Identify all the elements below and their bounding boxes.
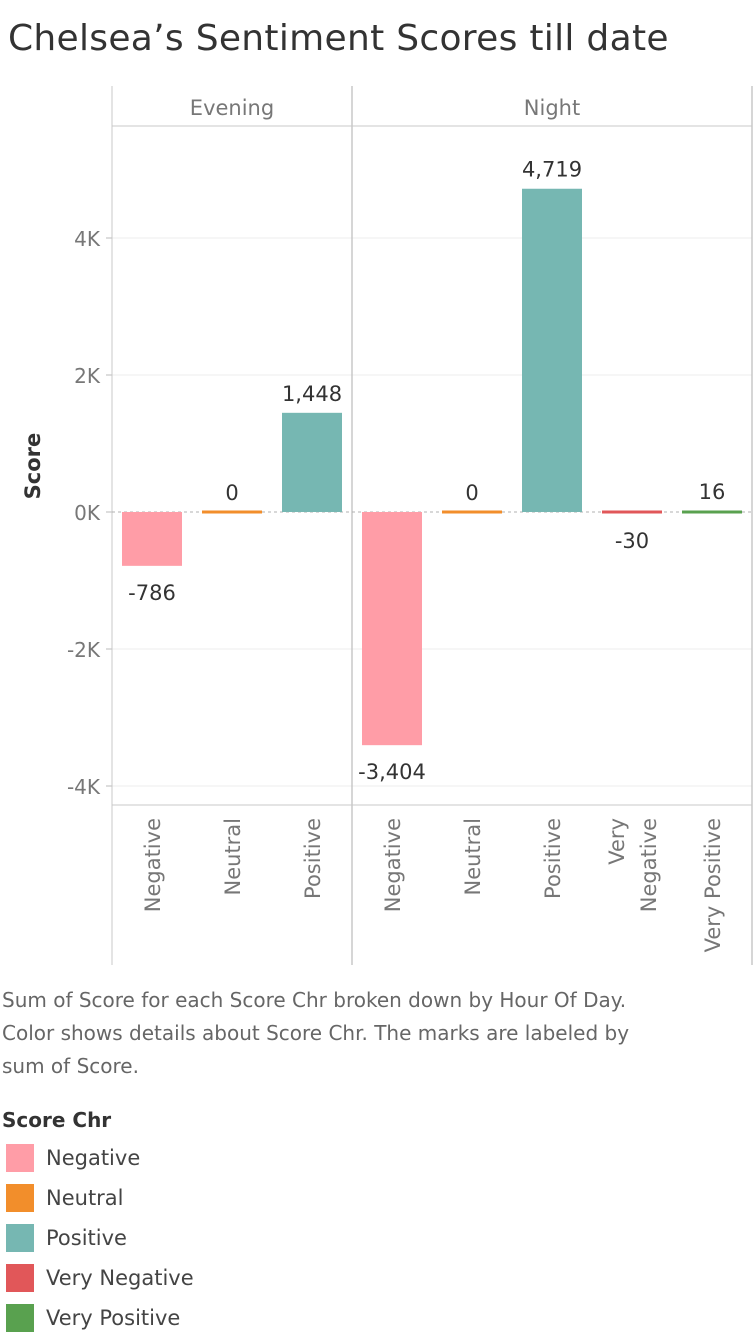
x-tick-label: Neutral (461, 818, 485, 896)
legend-label: Very Negative (46, 1266, 194, 1290)
legend-label: Negative (46, 1146, 141, 1170)
legend: Score Chr Negative Neutral Positive Very… (2, 1108, 194, 1338)
data-label: -3,404 (358, 760, 426, 784)
legend-label: Neutral (46, 1186, 124, 1210)
caption-line-2: Color shows details about Score Chr. The… (2, 1021, 630, 1045)
chart: -4K -2K 0K 2K 4K Score Evening -786 Negative 0 Neu… (21, 86, 753, 965)
legend-swatch-very-negative (6, 1264, 34, 1292)
legend-label: Very Positive (46, 1306, 181, 1330)
y-tick-label: 2K (74, 364, 101, 388)
panel-header-night: Night (524, 96, 580, 120)
x-tick-label: Neutral (221, 818, 245, 896)
legend-title: Score Chr (2, 1108, 112, 1132)
bar-night-very-positive (682, 510, 742, 514)
legend-item-very-negative[interactable]: Very Negative (2, 1258, 194, 1298)
data-label: 0 (465, 481, 478, 505)
chart-title: Chelsea’s Sentiment Scores till date (8, 18, 669, 59)
x-tick-label: Negative (637, 818, 661, 912)
data-label: 1,448 (282, 382, 342, 406)
legend-swatch-positive (6, 1224, 34, 1252)
y-tick-label: -4K (67, 775, 101, 799)
data-label: 16 (699, 480, 726, 504)
legend-item-very-positive[interactable]: Very Positive (2, 1298, 194, 1338)
legend-item-negative[interactable]: Negative (2, 1138, 194, 1178)
y-tick-label: 4K (74, 227, 101, 251)
data-label: -786 (128, 581, 176, 605)
y-tick-label: 0K (74, 501, 101, 525)
x-tick-label: Positive (541, 818, 565, 899)
data-label: 4,719 (522, 158, 582, 182)
panel-header-evening: Evening (190, 96, 274, 120)
x-tick-label: Negative (141, 818, 165, 912)
data-label: 0 (225, 481, 238, 505)
legend-label: Positive (46, 1226, 127, 1250)
legend-swatch-neutral (6, 1184, 34, 1212)
legend-item-positive[interactable]: Positive (2, 1218, 194, 1258)
y-axis-title: Score (21, 433, 45, 500)
caption-line-1: Sum of Score for each Score Chr broken d… (2, 988, 627, 1012)
bar-night-very-negative (602, 510, 662, 514)
legend-swatch-very-positive (6, 1304, 34, 1332)
chart-caption: Sum of Score for each Score Chr broken d… (2, 984, 742, 1083)
bar-night-neutral (442, 510, 502, 514)
bar-night-negative (362, 512, 422, 746)
x-tick-label: Negative (381, 818, 405, 912)
caption-line-3: sum of Score. (2, 1054, 139, 1078)
y-tick-label: -2K (67, 638, 101, 662)
bar-evening-positive (282, 412, 342, 512)
bar-night-positive (522, 188, 582, 512)
x-tick-label: Very (605, 818, 629, 865)
legend-item-neutral[interactable]: Neutral (2, 1178, 194, 1218)
bar-evening-negative (122, 512, 182, 566)
bar-evening-neutral (202, 510, 262, 514)
x-tick-label: Positive (301, 818, 325, 899)
legend-swatch-negative (6, 1144, 34, 1172)
data-label: -30 (615, 529, 649, 553)
x-tick-label: Very Positive (701, 818, 725, 952)
